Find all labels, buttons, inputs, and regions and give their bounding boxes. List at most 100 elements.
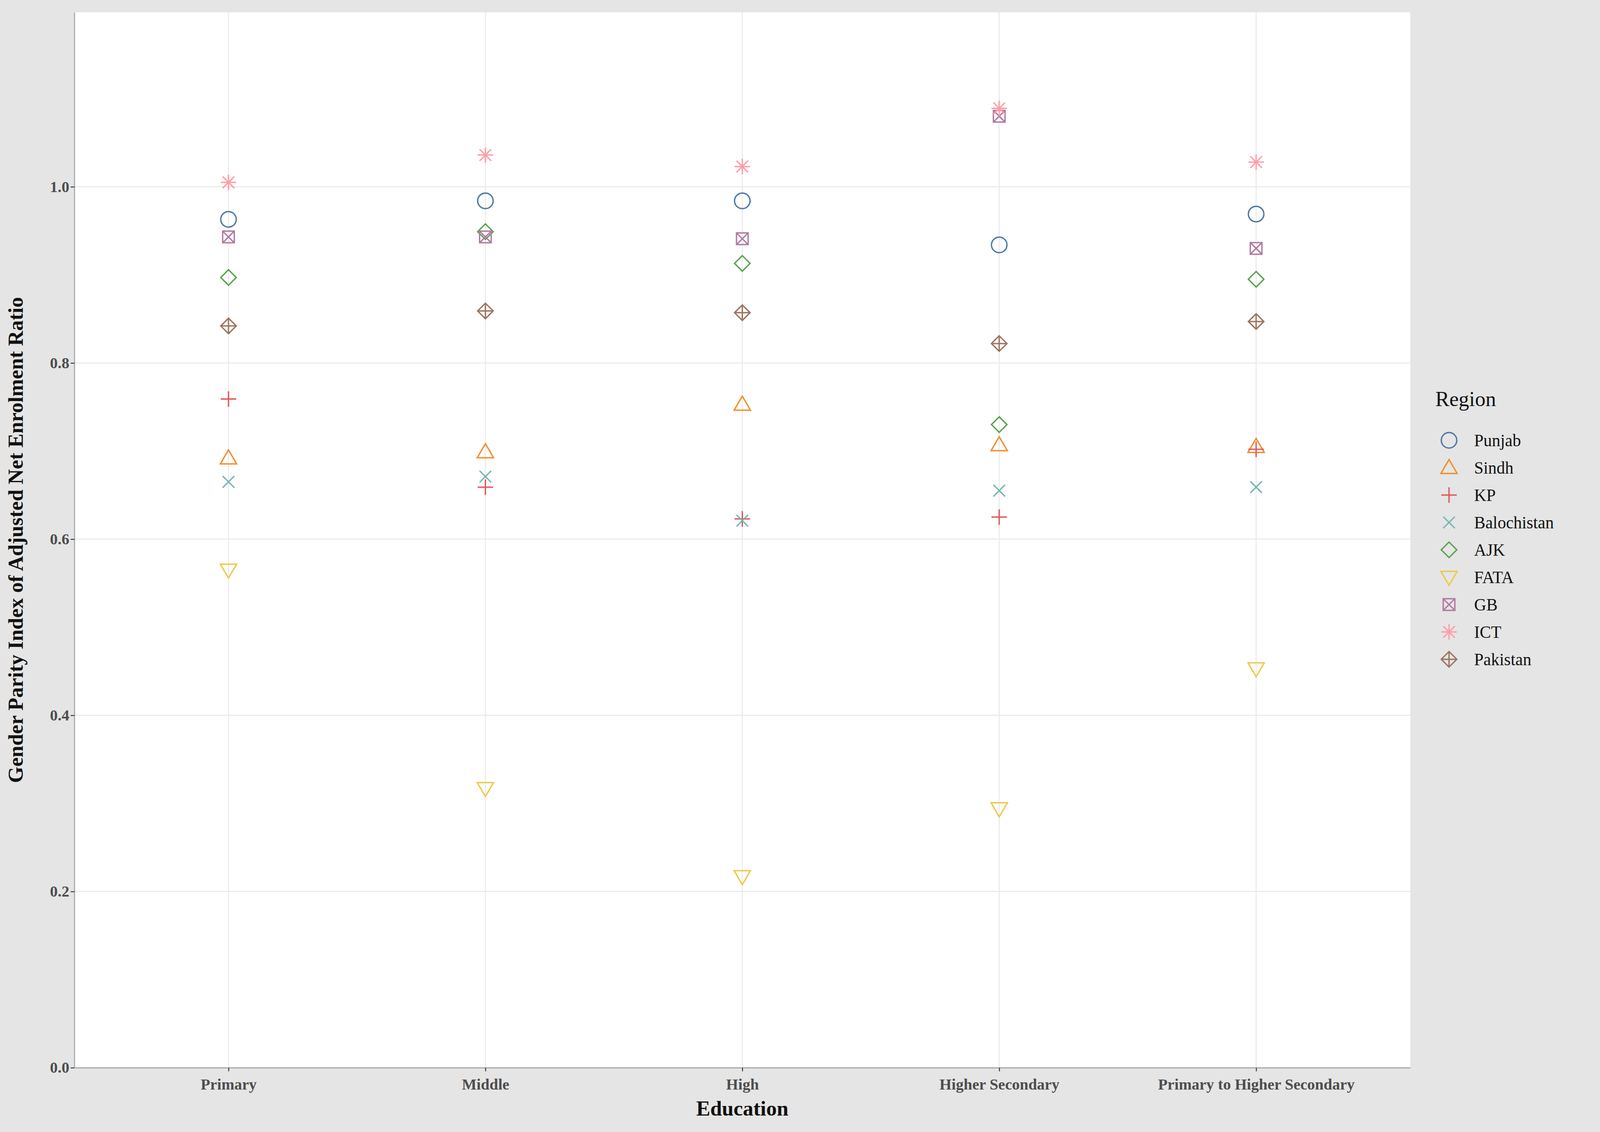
- legend-item: Pakistan: [1441, 649, 1532, 669]
- point: [220, 391, 237, 407]
- point: [991, 237, 1008, 253]
- point: [736, 514, 749, 527]
- point: [1248, 441, 1264, 458]
- legend-marker: [1440, 571, 1458, 586]
- point: [991, 416, 1008, 433]
- point: [1248, 154, 1264, 170]
- panel: [74, 12, 1411, 1068]
- legend-marker: [1441, 651, 1457, 667]
- x-tick: Primary to Higher Secondary: [1158, 1067, 1355, 1093]
- point: [734, 304, 751, 321]
- legend-label: KP: [1474, 485, 1496, 505]
- point: [736, 232, 749, 245]
- legend-item: GB: [1443, 595, 1498, 614]
- legend-label: GB: [1474, 595, 1498, 614]
- point: [1248, 271, 1264, 287]
- x-tick: Higher Secondary: [939, 1067, 1060, 1093]
- point: [479, 470, 492, 483]
- point: [991, 509, 1008, 525]
- point: [991, 100, 1008, 116]
- y-tick-mark: [70, 362, 75, 364]
- point: [734, 395, 751, 411]
- legend-label: Pakistan: [1474, 649, 1532, 669]
- point: [222, 475, 235, 488]
- x-tick-mark: [998, 1067, 1000, 1071]
- y-tick-label: 0.4: [50, 706, 70, 724]
- series: [220, 395, 1265, 464]
- x-tick-mark: [485, 1067, 487, 1071]
- points: [220, 100, 1265, 884]
- point: [734, 158, 751, 175]
- point: [993, 484, 1006, 497]
- y-axis-title: Gender Parity Index of Adjusted Net Enro…: [4, 296, 28, 783]
- series: [220, 192, 1264, 253]
- series: [220, 391, 1264, 527]
- legend-label: FATA: [1474, 567, 1514, 587]
- point: [477, 147, 494, 163]
- legend-marker: [1443, 516, 1455, 529]
- x-tick-mark: [228, 1067, 229, 1071]
- x-tick: High: [726, 1067, 759, 1093]
- grid-line: [1255, 12, 1258, 1068]
- point: [477, 192, 494, 209]
- point: [220, 269, 237, 286]
- y-tick: 0.0: [50, 1058, 75, 1076]
- point: [220, 211, 237, 228]
- point: [734, 255, 751, 271]
- y-tick: 1.0: [50, 178, 75, 196]
- legend-item: Sindh: [1440, 458, 1514, 478]
- x-tick-label: Primary: [200, 1075, 257, 1093]
- y-tick-label: 0.8: [50, 354, 70, 372]
- legend-marker: [1441, 623, 1457, 640]
- legend-label: AJK: [1474, 540, 1506, 560]
- point: [220, 449, 237, 464]
- point: [220, 563, 237, 578]
- legend-item: ICT: [1441, 622, 1502, 642]
- grid-line: [484, 12, 487, 1068]
- legend-label: ICT: [1474, 622, 1502, 642]
- point: [477, 303, 494, 319]
- point: [477, 443, 494, 458]
- x-tick-label: Middle: [462, 1075, 510, 1093]
- point: [479, 231, 492, 244]
- x-axis-title: Education: [696, 1096, 789, 1120]
- y-axis: 0.0 0.2 0.4 0.6 0.8 1.0: [50, 12, 75, 1076]
- chart: 0.0 0.2 0.4 0.6 0.8 1.0 Primary Middle High Highe…: [0, 0, 1600, 1132]
- y-tick-mark: [70, 1067, 75, 1069]
- y-tick-mark: [70, 538, 75, 540]
- x-tick-label: Primary to Higher Secondary: [1158, 1075, 1355, 1093]
- legend-marker: [1440, 459, 1458, 474]
- y-tick-label: 0.6: [50, 530, 70, 548]
- point: [734, 192, 751, 209]
- x-tick: Middle: [462, 1067, 510, 1093]
- legend-item: Balochistan: [1443, 513, 1554, 532]
- y-tick: 0.8: [50, 354, 75, 372]
- grid: [74, 12, 1411, 1068]
- point: [734, 870, 751, 885]
- y-tick-label: 0.2: [50, 882, 70, 900]
- y-tick-mark: [70, 186, 75, 188]
- y-tick-label: 1.0: [50, 178, 70, 196]
- grid-line: [998, 12, 1001, 1068]
- x-tick-label: High: [726, 1075, 759, 1093]
- legend-item: FATA: [1440, 567, 1514, 587]
- series: [220, 223, 1264, 433]
- series: [220, 100, 1264, 190]
- background: [0, 0, 1600, 1132]
- x-tick-label: Higher Secondary: [939, 1075, 1060, 1093]
- legend-label: Punjab: [1474, 431, 1522, 450]
- point: [1247, 662, 1265, 677]
- grid-line: [228, 12, 230, 1068]
- series: [222, 110, 1263, 255]
- point: [991, 802, 1008, 817]
- legend-marker: [1441, 541, 1457, 558]
- point: [991, 436, 1008, 451]
- x-tick-mark: [742, 1067, 743, 1071]
- point: [1250, 481, 1263, 494]
- point: [220, 174, 237, 191]
- legend-item: AJK: [1441, 540, 1506, 560]
- y-tick: 0.6: [50, 530, 75, 548]
- point: [1248, 313, 1264, 330]
- x-tick: Primary: [200, 1067, 257, 1093]
- point: [734, 510, 751, 527]
